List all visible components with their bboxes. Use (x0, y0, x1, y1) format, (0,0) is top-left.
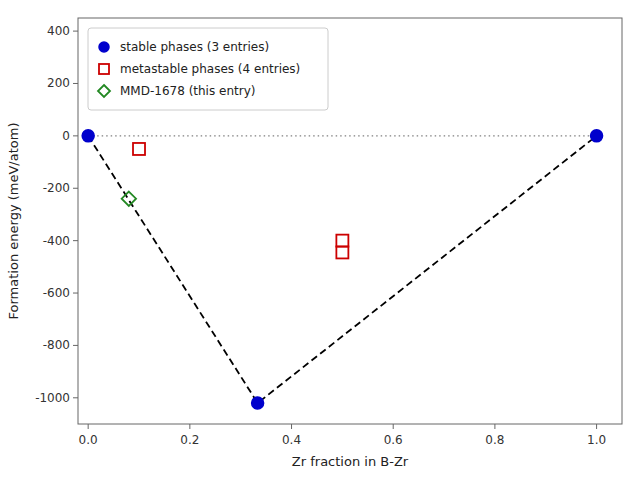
marks (82, 130, 602, 409)
scatter-series (82, 130, 602, 409)
x-axis-label: Zr fraction in B-Zr (292, 454, 409, 469)
y-tick-label: -200 (43, 181, 70, 195)
y-tick (73, 293, 78, 294)
legend-marker (99, 64, 109, 74)
x-tick-label: 0.2 (180, 433, 199, 447)
y-axis-label: Formation energy (meV/atom) (6, 123, 21, 320)
chart: 0.0 0.2 0.4 0.6 0.8 1.0 400 200 0 -200 -400 -600 -80… (0, 0, 640, 480)
legend-marker (99, 42, 109, 52)
scatter-series (133, 143, 348, 258)
y-tick (73, 188, 78, 189)
point (591, 130, 603, 142)
x-tick-label: 0.0 (79, 433, 98, 447)
point (122, 192, 136, 206)
axes: 0.0 0.2 0.4 0.6 0.8 1.0 400 200 0 -200 -400 -600 -80… (35, 24, 606, 447)
legend-label: MMD-1678 (this entry) (120, 84, 255, 98)
x-tick-label: 0.4 (282, 433, 301, 447)
point (252, 397, 264, 409)
point (82, 130, 94, 142)
legend-label: metastable phases (4 entries) (120, 62, 300, 76)
y-tick-label: 200 (47, 76, 70, 90)
legend-marker (98, 85, 110, 97)
line (88, 135, 596, 136)
y-tick (73, 31, 78, 32)
x-tick-label: 1.0 (587, 433, 606, 447)
plot-frame (78, 18, 622, 424)
point (336, 235, 348, 247)
x-tick (189, 424, 190, 429)
y-tick (73, 240, 78, 241)
legend-label: stable phases (3 entries) (120, 40, 269, 54)
x-tick (291, 424, 292, 429)
legend-box (88, 28, 328, 110)
x-tick (596, 424, 597, 429)
x-tick (494, 424, 495, 429)
y-tick-label: -400 (43, 234, 70, 248)
x-tick (88, 424, 89, 429)
y-tick (73, 83, 78, 84)
scatter-series (122, 192, 136, 206)
y-tick-label: 0 (62, 129, 70, 143)
y-tick (73, 345, 78, 346)
point (336, 246, 348, 258)
line (88, 136, 596, 403)
point (133, 143, 145, 155)
y-tick-label: -1000 (35, 391, 70, 405)
legend: stable phases (3 entries) metastable phas… (88, 28, 328, 110)
y-tick-label: -800 (43, 338, 70, 352)
y-tick (73, 135, 78, 136)
y-tick-label: 400 (47, 24, 70, 38)
y-tick-label: -600 (43, 286, 70, 300)
y-tick (73, 397, 78, 398)
x-tick-label: 0.8 (485, 433, 504, 447)
x-tick-label: 0.6 (384, 433, 403, 447)
x-tick (393, 424, 394, 429)
